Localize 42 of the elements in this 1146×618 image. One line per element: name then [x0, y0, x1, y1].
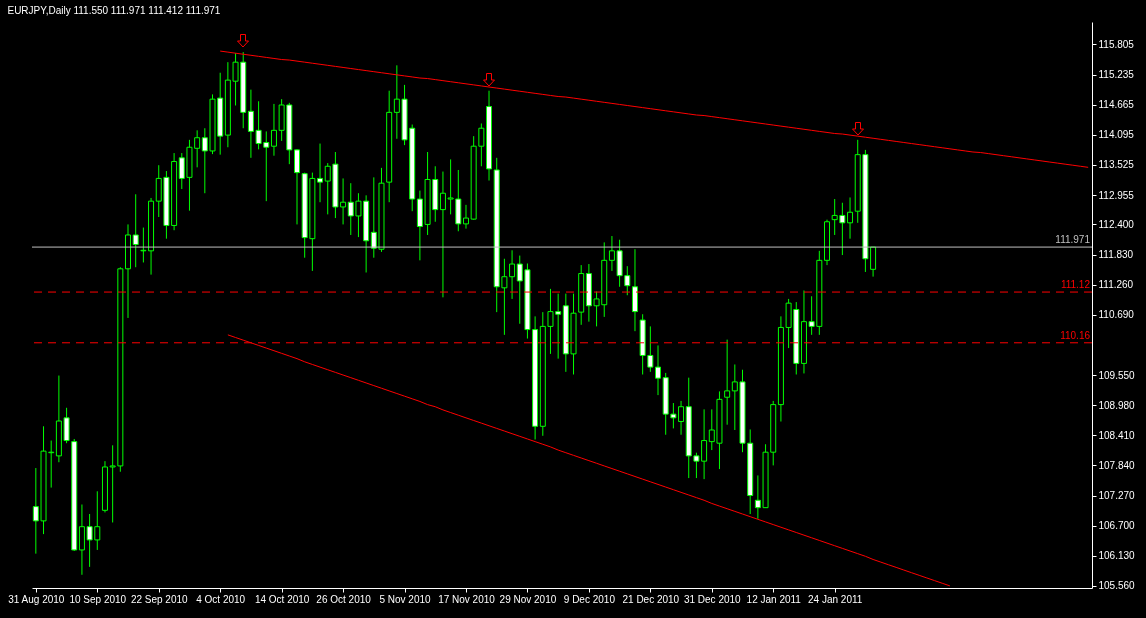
x-tick-label: 9 Dec 2010: [563, 593, 616, 605]
ref-line-label: 110.16: [1060, 329, 1091, 341]
y-tick-label: 110.690: [1098, 309, 1135, 321]
candlestick: [462, 204, 469, 230]
y-tick-label: 113.525: [1098, 159, 1135, 171]
y-tick-label: 107.840: [1098, 459, 1136, 471]
x-tick-label: 26 Oct 2010: [316, 593, 372, 605]
y-tick-label: 114.665: [1098, 99, 1135, 111]
y-tick-label: 106.700: [1098, 520, 1136, 532]
y-tick-label: 108.410: [1098, 429, 1136, 441]
x-tick-label: 10 Sep 2010: [69, 593, 127, 605]
chart-title: EURJPY,Daily 111.550 111.971 111.412 111.971: [7, 5, 221, 16]
x-tick-label: 21 Dec 2010: [622, 593, 680, 605]
candlestick: [294, 148, 300, 225]
x-tick-label: 24 Jan 2011: [808, 593, 863, 605]
y-tick-label: 111.260: [1098, 279, 1134, 291]
y-tick-label: 105.560: [1098, 580, 1136, 592]
x-tick-label: 17 Nov 2010: [438, 593, 496, 605]
y-tick-label: 112.955: [1098, 189, 1135, 201]
y-tick-label: 115.235: [1098, 69, 1135, 81]
candlestick: [724, 339, 731, 426]
line-series: [219, 50, 1089, 168]
y-tick-label: 108.980: [1098, 399, 1136, 411]
ref-line-label: 111.971: [1055, 234, 1091, 246]
candlestick: [655, 344, 662, 396]
ref-line-label: 111.12: [1060, 279, 1091, 291]
y-tick-label: 112.400: [1098, 218, 1135, 230]
candlestick: [132, 193, 139, 268]
x-tick-label: 12 Jan 2011: [746, 593, 802, 605]
y-tick-label: 111.830: [1098, 249, 1134, 261]
y-tick-label: 106.130: [1098, 550, 1136, 562]
y-tick-label: 115.805: [1098, 38, 1135, 50]
x-tick-label: 29 Nov 2010: [499, 593, 557, 605]
x-tick-label: 4 Oct 2010: [196, 593, 246, 605]
x-tick-label: 31 Aug 2010: [8, 593, 65, 605]
y-tick-label: 107.270: [1098, 490, 1136, 502]
y-tick-label: 109.550: [1098, 369, 1136, 381]
y-tick-label: 114.095: [1098, 129, 1135, 141]
x-tick-label: 14 Oct 2010: [254, 593, 310, 605]
x-tick-label: 31 Dec 2010: [683, 593, 742, 605]
x-tick-label: 22 Sep 2010: [130, 593, 189, 605]
x-tick-label: 5 Nov 2010: [379, 593, 432, 605]
